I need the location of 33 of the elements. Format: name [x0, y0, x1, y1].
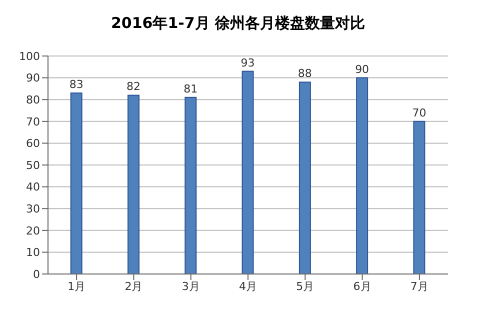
x-tick-label: 6月	[353, 280, 372, 293]
y-tick-label: 20	[26, 224, 40, 238]
data-label: 82	[126, 80, 140, 94]
data-label: 83	[69, 78, 84, 92]
chart-title: 2016年1-7月 徐州各月楼盘数量对比	[110, 13, 366, 34]
data-label: 88	[298, 67, 312, 80]
bar	[413, 120, 426, 274]
y-tick-label: 100	[19, 50, 40, 63]
y-tick-label: 90	[26, 72, 40, 85]
x-tick-label: 4月	[239, 280, 257, 293]
data-label: 81	[184, 82, 198, 96]
data-label: 70	[412, 106, 426, 120]
bar	[298, 82, 311, 274]
y-tick-label: 40	[26, 180, 40, 194]
bar	[184, 96, 197, 274]
bar	[70, 92, 82, 274]
y-tick-label: 0	[33, 268, 40, 281]
data-label: 93	[240, 56, 255, 70]
x-tick-label: 7月	[410, 280, 428, 293]
x-tick-label: 2月	[124, 280, 143, 293]
y-tick-label: 70	[26, 115, 40, 128]
x-tick-label: 1月	[68, 280, 86, 293]
data-label: 90	[355, 62, 370, 76]
x-tick-label: 5月	[296, 280, 314, 293]
y-tick-label: 10	[26, 246, 40, 260]
bar	[242, 70, 254, 274]
y-tick-label: 60	[26, 137, 40, 150]
y-tick-label: 50	[26, 158, 40, 172]
bar	[356, 77, 368, 274]
y-tick-label: 30	[26, 202, 40, 216]
bar	[128, 94, 140, 274]
y-tick-label: 80	[26, 94, 40, 107]
x-tick-label: 3月	[182, 280, 200, 293]
